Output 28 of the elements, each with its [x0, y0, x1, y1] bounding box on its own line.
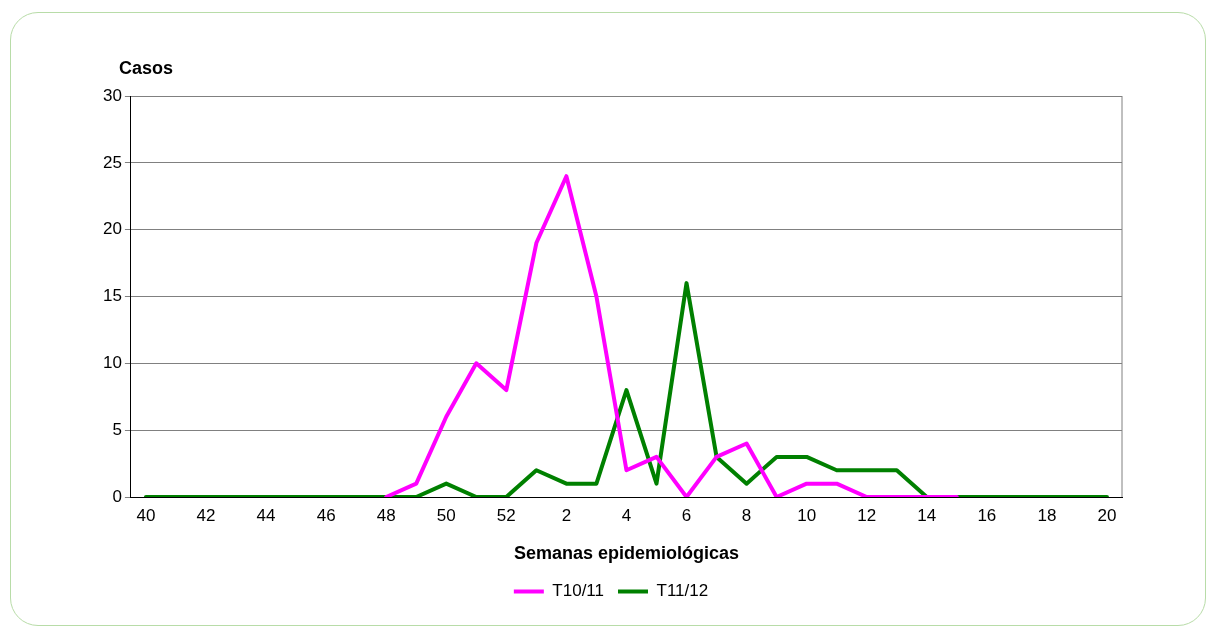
y-tick-label: 10 — [102, 353, 122, 373]
x-tick-label: 44 — [256, 505, 276, 525]
y-tick-label: 30 — [102, 85, 122, 105]
x-tick-label: 10 — [797, 505, 817, 525]
x-tick-label: 20 — [1097, 505, 1117, 525]
y-tick-label: 25 — [102, 152, 122, 172]
y-tick-label: 20 — [102, 219, 122, 239]
legend-label: T10/11 — [552, 581, 605, 601]
y-tick-label: 5 — [112, 419, 122, 439]
x-tick-label: 50 — [436, 505, 456, 525]
x-axis-title: Semanas epidemiológicas — [513, 543, 739, 564]
x-tick-label: 2 — [561, 505, 572, 525]
x-tick-label: 52 — [496, 505, 516, 525]
x-tick-label: 12 — [857, 505, 877, 525]
x-tick-label: 14 — [917, 505, 937, 525]
y-axis-title: Casos — [118, 57, 173, 78]
x-tick-label: 42 — [196, 505, 216, 525]
x-tick-label: 18 — [1037, 505, 1057, 525]
y-tick-label: 0 — [112, 486, 122, 506]
x-tick-label: 8 — [741, 505, 752, 525]
x-tick-label: 16 — [977, 505, 997, 525]
x-tick-label: 46 — [316, 505, 336, 525]
x-tick-label: 6 — [681, 505, 692, 525]
y-tick-label: 15 — [102, 286, 122, 306]
legend-label: T11/12 — [656, 581, 709, 601]
x-tick-label: 40 — [136, 505, 156, 525]
x-tick-label: 48 — [376, 505, 396, 525]
x-tick-label: 4 — [621, 505, 632, 525]
